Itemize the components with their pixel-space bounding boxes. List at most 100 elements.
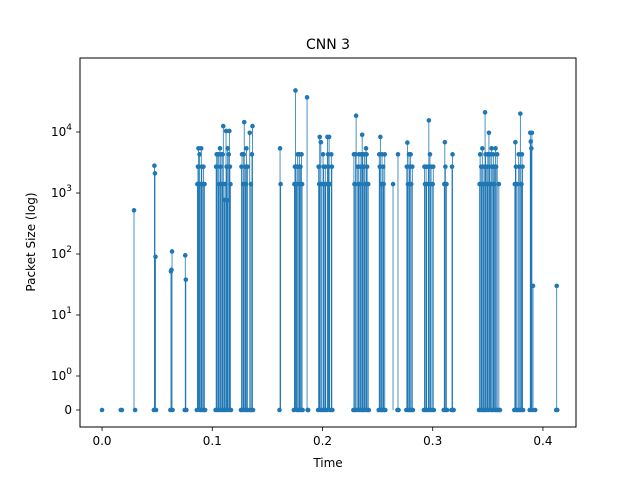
plot-frame <box>79 57 577 428</box>
data-point <box>202 407 208 413</box>
data-point <box>226 152 232 157</box>
data-point <box>227 128 232 134</box>
data-point <box>153 254 158 260</box>
data-point <box>365 181 371 187</box>
data-point <box>405 140 410 145</box>
data-point <box>194 407 200 413</box>
data-point <box>519 152 525 157</box>
data-point <box>363 146 369 151</box>
data-point <box>202 181 207 187</box>
data-point <box>247 130 253 136</box>
data-point <box>197 152 202 157</box>
data-point <box>131 208 137 213</box>
x-tick-label: 0.4 <box>533 434 552 448</box>
data-point <box>408 181 414 187</box>
x-axis: 0.0 0.1 0.2 0.3 0.4 <box>92 427 552 448</box>
data-point <box>278 181 283 187</box>
data-point <box>516 164 522 169</box>
data-point <box>299 152 304 157</box>
data-point <box>327 181 332 187</box>
data-point <box>410 164 415 169</box>
data-point <box>487 152 493 157</box>
data-point <box>383 407 388 413</box>
data-point <box>216 181 222 187</box>
data-point <box>248 181 254 187</box>
data-point <box>449 164 455 169</box>
data-point <box>431 407 437 413</box>
data-point <box>491 152 496 157</box>
data-point <box>430 164 436 169</box>
data-point <box>223 128 229 134</box>
data-point <box>201 164 206 169</box>
data-point <box>353 152 358 157</box>
data-point <box>169 267 174 273</box>
data-point <box>241 119 247 125</box>
data-point <box>410 407 416 413</box>
data-point <box>451 407 456 413</box>
data-point <box>362 181 368 187</box>
data-point <box>218 164 223 169</box>
data-point <box>228 181 233 187</box>
data-point <box>170 407 175 413</box>
data-point <box>119 407 125 413</box>
data-point <box>239 164 244 169</box>
data-point <box>220 123 226 129</box>
data-point <box>516 152 521 157</box>
data-point <box>244 146 249 151</box>
marker-series <box>99 88 560 413</box>
data-point <box>494 152 500 157</box>
data-point <box>195 164 201 169</box>
data-point <box>520 164 525 169</box>
data-point <box>514 181 520 187</box>
data-point <box>217 146 223 151</box>
data-point <box>152 163 157 169</box>
data-point <box>481 181 486 187</box>
y-tick-label: 102 <box>51 245 72 261</box>
data-point <box>408 152 413 157</box>
data-point <box>293 88 298 93</box>
data-point <box>291 407 297 413</box>
data-point <box>277 407 282 413</box>
data-point <box>390 181 396 187</box>
data-point <box>357 181 363 187</box>
data-point <box>353 113 359 119</box>
data-point <box>520 407 526 413</box>
stem-series <box>133 90 558 410</box>
data-point <box>518 111 523 116</box>
data-point <box>442 139 448 145</box>
data-point <box>228 407 234 413</box>
data-point <box>153 407 159 413</box>
data-point <box>358 164 363 169</box>
data-point <box>493 146 498 151</box>
data-point <box>222 181 228 187</box>
data-point <box>443 164 448 169</box>
data-point <box>488 181 493 187</box>
data-point <box>497 407 503 413</box>
data-point <box>366 407 372 413</box>
chart-title: CNN 3 <box>306 37 350 53</box>
data-point <box>250 123 255 129</box>
x-axis-label: Time <box>312 456 342 470</box>
data-point <box>491 181 497 187</box>
data-point <box>169 249 175 254</box>
data-point <box>530 283 536 289</box>
data-point <box>325 152 331 157</box>
data-point <box>424 181 429 187</box>
data-point <box>381 181 386 187</box>
data-point <box>532 407 538 413</box>
data-point <box>318 139 324 145</box>
x-tick-label: 0.1 <box>203 434 222 448</box>
data-point <box>380 164 386 169</box>
data-point <box>245 164 250 169</box>
data-point <box>513 164 519 169</box>
data-point <box>241 152 246 157</box>
data-point <box>300 407 305 413</box>
data-point <box>359 132 365 138</box>
y-tick-label: 104 <box>51 123 72 139</box>
data-point <box>519 181 524 187</box>
data-point <box>382 152 388 157</box>
y-axis: 0 100 101 102 103 104 <box>51 123 80 417</box>
data-point <box>132 407 138 413</box>
data-point <box>183 277 189 282</box>
data-point <box>395 152 401 157</box>
